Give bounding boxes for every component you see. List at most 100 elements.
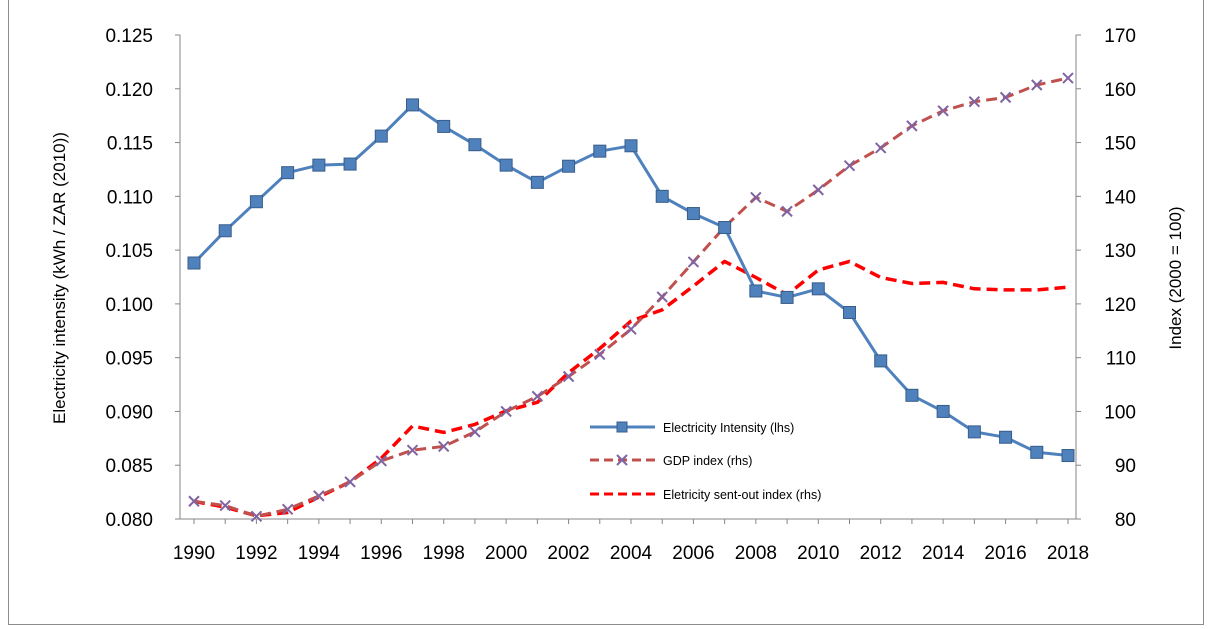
- data-point-square: [811, 282, 825, 296]
- x-tick-label: 1994: [298, 543, 341, 564]
- data-point-square: [343, 157, 357, 171]
- legend-item-gdp-index: GDP index (rhs): [590, 454, 752, 468]
- right-tick-label: 110: [1106, 349, 1136, 370]
- right-tick-label: 160: [1104, 80, 1136, 101]
- x-tick-label: 2016: [984, 543, 1026, 564]
- data-point-x: [469, 426, 481, 438]
- series-line: [193, 259, 1069, 518]
- axes: [179, 35, 1077, 520]
- legend-item-electricity-intensity: Electricity Intensity (lhs): [590, 421, 794, 435]
- data-point-x: [375, 455, 387, 467]
- data-point-x: [937, 105, 949, 117]
- data-point-square: [187, 256, 201, 270]
- series-2: [193, 259, 1069, 518]
- x-tick-label: 2010: [797, 543, 839, 564]
- data-point-square: [312, 158, 326, 172]
- x-tick-label: 2000: [485, 543, 527, 564]
- data-point-x: [625, 323, 637, 335]
- data-point-square: [874, 354, 888, 368]
- data-point-square: [624, 139, 638, 153]
- data-point-x: [594, 348, 606, 361]
- legend-label-electricity-intensity: Electricity Intensity (lhs): [663, 421, 794, 435]
- series-1: [188, 72, 1074, 523]
- data-point-x: [562, 370, 575, 383]
- series-0: [187, 98, 1075, 463]
- left-tick-label: 0.120: [105, 80, 153, 101]
- left-tick-label: 0.095: [105, 349, 153, 370]
- x-tick-label: 2014: [922, 543, 965, 564]
- x-tick-label: 2008: [735, 543, 777, 564]
- right-tick-label: 150: [1104, 134, 1136, 155]
- data-point-square: [593, 144, 607, 158]
- data-point-x: [281, 503, 294, 516]
- series-line: [192, 103, 1069, 457]
- data-point-x: [531, 390, 544, 403]
- right-tick-label: 170: [1104, 26, 1136, 47]
- data-point-x: [1062, 72, 1074, 84]
- data-point-x: [750, 191, 762, 204]
- data-point-square: [281, 166, 295, 180]
- x-tick-label: 2004: [610, 543, 653, 564]
- x-tick-label: 1998: [423, 543, 465, 564]
- data-point-x: [968, 95, 981, 108]
- data-point-square: [499, 158, 513, 172]
- x-tick-label: 2002: [547, 543, 589, 564]
- data-point-square: [936, 404, 950, 418]
- right-tick-label: 80: [1115, 510, 1136, 531]
- data-point-square: [1030, 445, 1044, 459]
- data-point-square: [406, 98, 419, 112]
- x-tick-label: 2012: [860, 543, 902, 564]
- data-point-square: [999, 430, 1013, 444]
- left-tick-label: 0.100: [105, 295, 153, 316]
- left-axis-title: Electricity intensity (kWh / ZAR (2010)): [50, 132, 69, 424]
- data-point-square: [218, 224, 232, 238]
- data-point-square: [1061, 449, 1075, 463]
- right-axis-title: Index (2000 = 100): [1166, 206, 1185, 349]
- data-point-x: [188, 495, 200, 507]
- data-point-x: [687, 256, 700, 268]
- data-point-x: [438, 440, 450, 453]
- legend-item-electricity-sent-out-index: Eletricity sent-out index (rhs): [590, 488, 821, 502]
- left-tick-label: 0.110: [107, 187, 153, 208]
- right-tick-label: 140: [1104, 187, 1136, 208]
- data-point-x: [781, 205, 793, 218]
- data-point-square: [562, 159, 576, 173]
- data-point-square: [749, 284, 763, 298]
- left-tick-label: 0.090: [105, 402, 153, 423]
- series-layer: [187, 72, 1075, 523]
- data-point-x: [219, 499, 231, 512]
- data-point-x: [250, 510, 263, 523]
- right-axis-ticks: 80 90 100 110 120 130 140 150 160 170: [1076, 26, 1136, 531]
- legend: Electricity Intensity (lhs) GDP index (r…: [590, 421, 821, 502]
- data-point-x: [313, 490, 325, 502]
- x-tick-label: 2006: [672, 543, 714, 564]
- data-point-x: [656, 291, 668, 303]
- left-tick-label: 0.080: [105, 510, 153, 531]
- data-point-x: [906, 120, 918, 132]
- data-point-x: [875, 142, 887, 154]
- left-tick-label: 0.125: [105, 26, 153, 47]
- left-tick-label: 0.105: [105, 241, 153, 262]
- x-axis-ticks: 1990 1992 1994 1996 1998 2000 2002 2004 2006 2008…: [173, 519, 1089, 564]
- data-point-x: [1031, 79, 1043, 91]
- right-tick-label: 90: [1115, 456, 1136, 477]
- chart-frame: [8, 0, 1204, 625]
- data-point-square: [843, 305, 856, 319]
- right-tick-label: 100: [1104, 402, 1136, 423]
- data-point-square: [249, 195, 263, 209]
- data-point-square: [967, 425, 981, 439]
- left-axis-ticks: 0.080 0.085 0.090 0.095 0.100 0.105 0.110 0.115…: [105, 26, 180, 531]
- data-point-x: [812, 184, 824, 196]
- data-point-x: [843, 159, 856, 172]
- data-point-square: [437, 119, 451, 133]
- x-tick-label: 2018: [1047, 543, 1089, 564]
- data-point-square: [686, 207, 700, 221]
- legend-label-electricity-sent-out-index: Eletricity sent-out index (rhs): [663, 488, 821, 502]
- data-point-square: [374, 129, 388, 143]
- data-point-x: [344, 476, 356, 488]
- right-tick-label: 130: [1104, 241, 1136, 262]
- right-tick-label: 120: [1104, 295, 1136, 316]
- left-tick-label: 0.085: [105, 456, 153, 477]
- x-tick-label: 1990: [173, 543, 215, 564]
